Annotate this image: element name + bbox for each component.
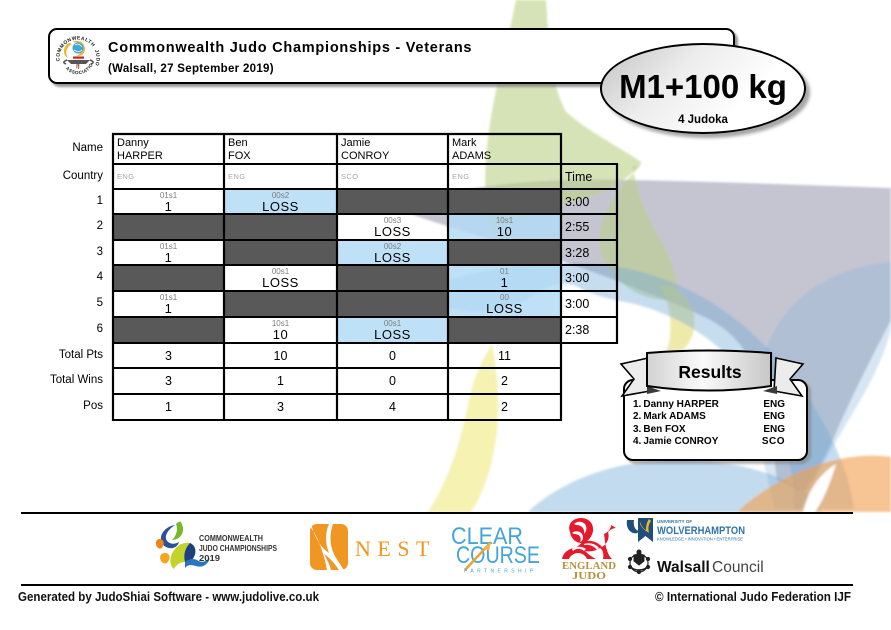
svg-text:KNOWLEDGE • INNOVATION • ENTER: KNOWLEDGE • INNOVATION • ENTERPRISE bbox=[657, 537, 743, 542]
svg-text:2019: 2019 bbox=[199, 554, 221, 563]
svg-text:COMMONWEALTH: COMMONWEALTH bbox=[199, 534, 263, 543]
svg-text:Results: Results bbox=[678, 362, 741, 382]
svg-text:Walsall: Walsall bbox=[657, 559, 710, 576]
svg-text:Generated by JudoShiai Softwar: Generated by JudoShiai Software - www.ju… bbox=[18, 590, 319, 604]
svg-text:JUDO CHAMPIONSHIPS: JUDO CHAMPIONSHIPS bbox=[199, 544, 277, 553]
svg-text:JUDO: JUDO bbox=[572, 571, 606, 582]
svg-text:ENGLAND: ENGLAND bbox=[562, 561, 616, 572]
svg-text:UNIVERSITY OF: UNIVERSITY OF bbox=[657, 519, 692, 524]
svg-text:Council: Council bbox=[712, 559, 764, 576]
svg-text:NEST: NEST bbox=[355, 536, 436, 561]
svg-text:PARTNERSHIP: PARTNERSHIP bbox=[464, 569, 537, 575]
svg-text:© International Judo Federatio: © International Judo Federation IJF bbox=[655, 590, 851, 604]
svg-text:WOLVERHAMPTON: WOLVERHAMPTON bbox=[657, 525, 745, 537]
